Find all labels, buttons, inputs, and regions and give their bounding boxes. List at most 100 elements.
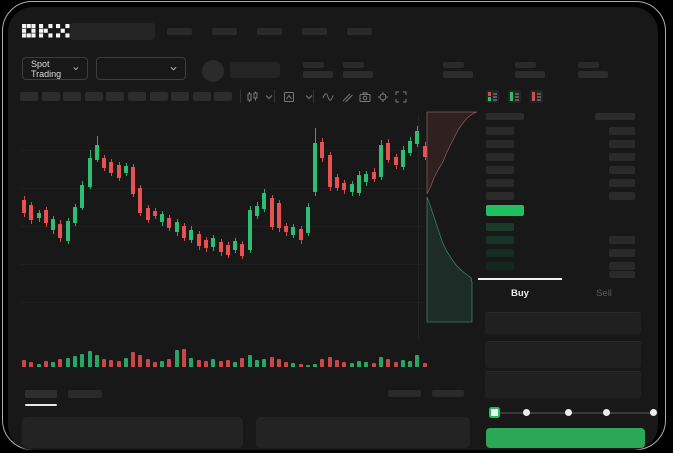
volume-bar <box>364 362 368 367</box>
bid-row-price[interactable] <box>486 262 514 270</box>
timeframe-slot[interactable] <box>214 92 233 101</box>
ask-row-price[interactable] <box>486 127 514 135</box>
slider-stop-active[interactable] <box>489 407 500 418</box>
candle-body <box>22 200 26 213</box>
chevron-down-icon[interactable] <box>263 91 275 103</box>
volume-bar <box>167 359 171 367</box>
draw-brush-icon[interactable] <box>341 91 353 103</box>
last-price-highlight[interactable] <box>486 205 524 216</box>
ask-row-price[interactable] <box>486 153 514 161</box>
candle-body <box>284 226 288 232</box>
orders-tab-active[interactable] <box>25 390 57 398</box>
timeframe-slot[interactable] <box>192 92 211 101</box>
bid-row-price[interactable] <box>486 223 514 231</box>
ask-row-amount[interactable] <box>609 153 635 161</box>
timeframe-slot[interactable] <box>171 92 190 101</box>
bid-row-amount[interactable] <box>609 271 635 278</box>
ask-row-amount[interactable] <box>609 127 635 135</box>
slider-stop[interactable] <box>603 409 610 416</box>
nav-item-placeholder[interactable] <box>257 28 282 35</box>
chart-gridline <box>20 302 425 303</box>
candle-body <box>167 218 171 228</box>
stat-value-placeholder <box>343 71 373 78</box>
ask-row-amount[interactable] <box>609 166 635 174</box>
bid-row-amount[interactable] <box>609 249 635 257</box>
ask-row-amount[interactable] <box>609 192 635 200</box>
candle-body <box>415 131 419 144</box>
volume-bar <box>240 358 244 367</box>
candlestick-chart[interactable] <box>8 109 480 377</box>
timeframe-slot[interactable] <box>128 92 146 101</box>
volume-bar <box>138 355 142 367</box>
volume-bar <box>211 359 215 367</box>
nav-item-placeholder[interactable] <box>167 28 192 35</box>
nav-item-placeholder[interactable] <box>302 28 327 35</box>
candle-body <box>240 244 244 256</box>
volume-bar <box>423 363 427 367</box>
candle-body <box>146 208 150 220</box>
ask-row-price[interactable] <box>486 192 514 200</box>
tab-sell[interactable]: Sell <box>562 284 646 302</box>
volume-bar <box>117 361 121 367</box>
slider-stop[interactable] <box>523 409 530 416</box>
candle-body <box>197 234 201 246</box>
bid-row-amount[interactable] <box>609 262 635 270</box>
nav-item-placeholder[interactable] <box>347 28 372 35</box>
buy-tab-indicator <box>478 278 562 280</box>
volume-bar <box>153 362 157 367</box>
chart-gridline <box>20 226 425 227</box>
coin-avatar <box>202 60 224 82</box>
timeframe-slot[interactable] <box>149 92 168 101</box>
total-field[interactable] <box>485 371 641 398</box>
timeframe-slot[interactable] <box>41 92 60 101</box>
orders-action-placeholder[interactable] <box>432 390 464 397</box>
timeframe-slot[interactable] <box>63 92 82 101</box>
ask-row-amount[interactable] <box>609 179 635 187</box>
ask-row-amount[interactable] <box>609 140 635 148</box>
volume-bar <box>248 355 252 367</box>
candles-interval-icon[interactable] <box>247 91 259 103</box>
toolbar-divider <box>240 90 241 103</box>
camera-snapshot-icon[interactable] <box>359 91 371 103</box>
slider-stop[interactable] <box>565 409 572 416</box>
volume-bar <box>29 362 33 367</box>
indicator-wave-icon[interactable] <box>322 91 334 103</box>
ask-row-price[interactable] <box>486 166 514 174</box>
chart-type-icon[interactable] <box>283 91 295 103</box>
orderbook-view-toggles <box>486 90 543 103</box>
candle-body <box>182 226 186 238</box>
slider-stop[interactable] <box>650 409 657 416</box>
timeframe-slot[interactable] <box>84 92 103 101</box>
ask-row-price[interactable] <box>486 179 514 187</box>
bid-row-price[interactable] <box>486 249 514 257</box>
tab-buy[interactable]: Buy <box>478 284 562 302</box>
pair-selector-dropdown[interactable] <box>96 57 186 80</box>
settings-gear-icon[interactable] <box>377 91 389 103</box>
bid-row-amount[interactable] <box>609 236 635 244</box>
buy-submit-button[interactable] <box>486 428 645 448</box>
slider-track[interactable] <box>494 412 654 414</box>
candle-body <box>372 172 376 179</box>
candle-body <box>233 241 237 250</box>
volume-bar <box>219 361 223 367</box>
orders-tab[interactable] <box>68 390 102 398</box>
volume-bar <box>226 360 230 367</box>
stat-label-placeholder <box>515 62 536 68</box>
book-combined-view-icon[interactable] <box>486 90 499 103</box>
bid-row-price[interactable] <box>486 236 514 244</box>
book-asks-view-icon[interactable] <box>530 90 543 103</box>
book-bids-view-icon[interactable] <box>508 90 521 103</box>
market-stat-group <box>303 62 333 80</box>
ask-row-price[interactable] <box>486 140 514 148</box>
orders-action-placeholder[interactable] <box>388 390 421 397</box>
volume-bar <box>284 362 288 367</box>
timeframe-slot[interactable] <box>106 92 125 101</box>
nav-item-placeholder[interactable] <box>212 28 237 35</box>
timeframe-slot[interactable] <box>20 92 38 101</box>
search-input[interactable] <box>70 23 155 40</box>
chevron-down-icon[interactable] <box>303 91 315 103</box>
fullscreen-expand-icon[interactable] <box>395 91 407 103</box>
price-field[interactable] <box>485 312 641 334</box>
amount-field[interactable] <box>485 341 641 368</box>
market-type-dropdown[interactable]: Spot Trading <box>22 57 88 80</box>
